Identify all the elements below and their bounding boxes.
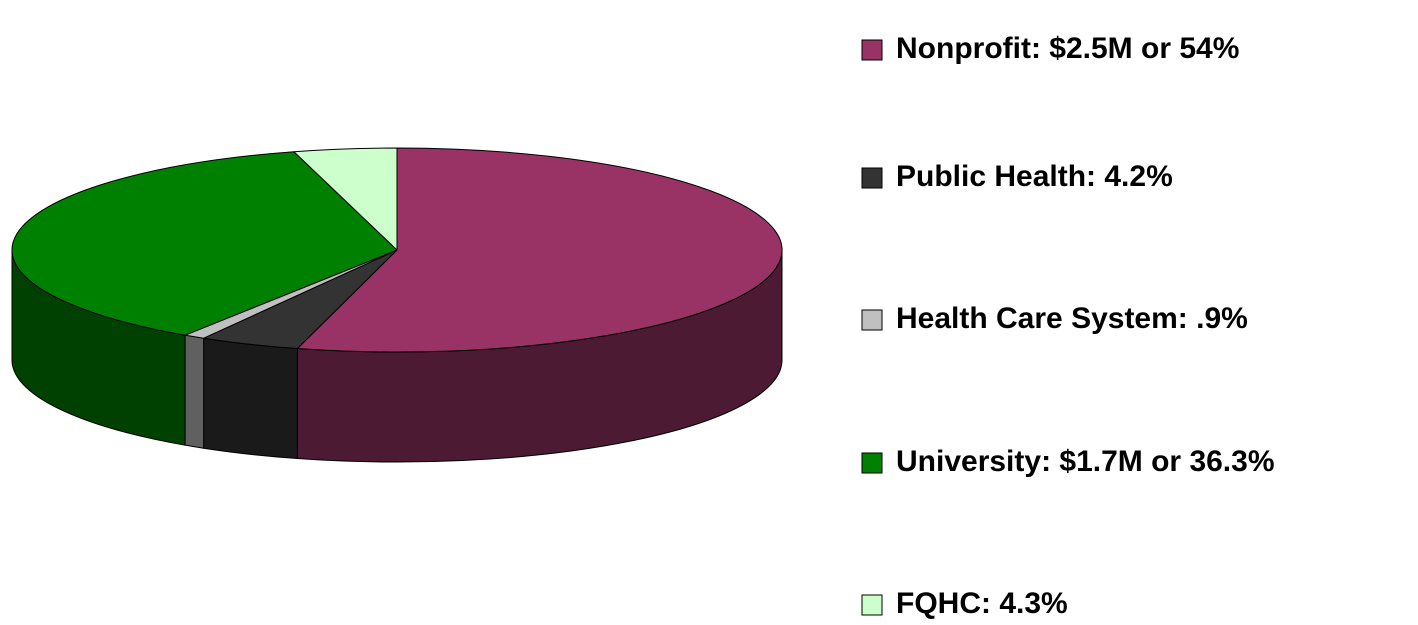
legend-label: Public Health: 4.2%	[896, 160, 1173, 193]
legend-label: University: $1.7M or 36.3%	[896, 445, 1275, 478]
pie-slice	[296, 147, 783, 353]
pie-slice-side	[203, 337, 298, 460]
legend-label: Nonprofit: $2.5M or 54%	[896, 32, 1239, 65]
legend-label: Health Care System: .9%	[896, 302, 1248, 335]
pie-slice	[293, 147, 398, 251]
legend-label: FQHC: 4.3%	[896, 587, 1068, 620]
legend-swatch	[861, 594, 883, 616]
pie-slice	[11, 151, 398, 336]
pie-slice-side	[184, 334, 205, 449]
legend-swatch	[861, 39, 883, 61]
legend-swatch	[861, 167, 883, 189]
legend-swatch	[861, 452, 883, 474]
legend-swatch	[861, 309, 883, 331]
